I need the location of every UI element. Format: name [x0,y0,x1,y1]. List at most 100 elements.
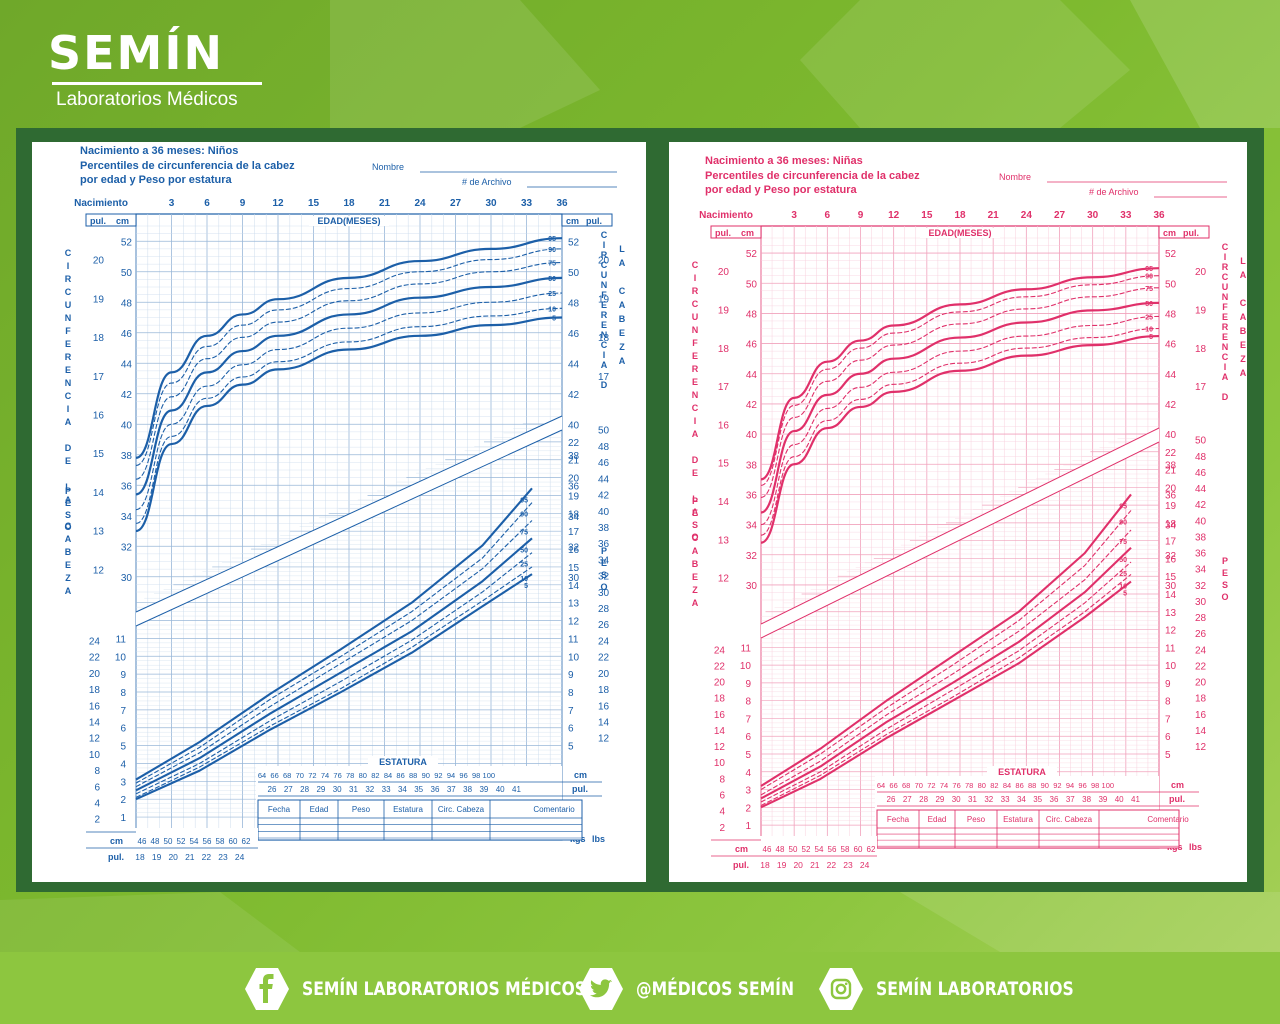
weight-lb-tick-left: 6 [719,791,725,802]
weight-lb-tick-right: 40 [1195,516,1207,527]
grid-split-line-lower [760,441,1160,639]
age-tick-label: 33 [1120,210,1132,221]
weight-percentile-curve-95 [135,487,533,781]
head-cm-tick-right: 38 [1165,460,1177,471]
weight-percentile-label: 75 [520,529,528,536]
lower-stature-in-tick: 22 [202,852,212,862]
weight-kg-tick-right: 19 [1165,501,1177,512]
weight-kg-tick-right: 6 [1165,732,1171,743]
head-left-vertical-title: F [65,326,71,336]
stature-cm-tick: 84 [384,771,392,780]
weight-percentile-curve-90 [760,510,1132,791]
stature-in-tick: 32 [365,785,374,794]
weight-lb-tick-right: 32 [1195,581,1207,592]
lower-stature-cm-tick: 46 [763,845,772,854]
head-in-tick-left: 17 [93,372,105,383]
lower-stature-cm-unit: cm [110,836,123,846]
chart-subtitle-line1: Percentiles de circunferencia de la cabe… [80,160,295,172]
instagram-link[interactable]: SEMÍN LABORATORIOS [818,966,1117,1012]
age-tick-label: 30 [485,198,497,209]
weight-percentile-curve-5 [760,580,1132,809]
lower-stature-cm-tick: 58 [216,837,225,846]
lower-stature-cm-tick: 60 [229,837,238,846]
age-tick-label: 21 [988,210,1000,221]
head-right-vertical-title: C [601,230,608,240]
boys-growth-chart: Nacimiento a 36 meses: Niños Percentiles … [64,145,626,864]
head-in-tick-left: 13 [93,527,105,538]
weight-lb-tick-right: 20 [1195,678,1207,689]
head-right-vertical-title: C [619,286,626,296]
twitter-link[interactable]: @MÉDICOS SEMÍN [578,966,829,1012]
lower-stature-in-tick: 20 [168,852,178,862]
weight-lb-tick-left: 12 [714,742,726,753]
head-left-vertical-title: A [692,546,699,556]
weight-lb-tick-left: 14 [89,717,101,728]
facebook-link[interactable]: SEMÍN LABORATORIOS MÉDICOS [244,966,648,1012]
record-table-header: Fecha [887,815,910,824]
weight-lb-unit-right: lbs [592,834,605,844]
weight-kg-tick-right: 10 [568,652,580,663]
weight-percentile-curve-75 [760,529,1132,796]
lower-stature-in-tick: 18 [135,852,145,862]
head-left-vertical-title: E [65,365,71,375]
head-left-vertical-title: R [692,364,699,374]
stature-cm-tick: 98 [1091,781,1099,790]
head-left-vertical-title: N [692,325,699,335]
stature-in-tick: 30 [333,785,342,794]
left-in-unit-label: pul. [715,228,731,238]
weight-lb-tick-left: 4 [719,807,725,818]
age-tick-label: 3 [791,210,797,221]
weight-lb-tick-right: 34 [598,555,610,566]
head-percentile-label: 10 [1145,327,1153,334]
twitter-label: @MÉDICOS SEMÍN [636,978,794,1000]
record-table-header: Fecha [268,805,291,814]
weight-percentile-label: 50 [1119,557,1127,564]
head-percentile-curve-90 [760,275,1160,486]
head-left-vertical-title: A [692,507,699,517]
weight-right-vertical-title: O [1221,592,1228,602]
head-in-tick-left: 13 [718,535,730,546]
head-cm-tick-left: 46 [746,340,758,351]
left-unit-box [710,225,762,239]
weight-kg-tick-left: 10 [740,661,752,672]
head-right-vertical-title: A [619,356,626,366]
head-left-vertical-title: Z [692,585,698,595]
stature-cm-tick: 82 [990,781,998,790]
head-right-vertical-title: N [1222,342,1229,352]
head-right-vertical-title: U [1222,282,1229,292]
weight-lb-tick-right: 42 [598,491,610,502]
weight-left-vertical-title: O [691,532,698,542]
stature-cm-unit: cm [1171,780,1184,790]
head-cm-tick-right: 34 [1165,521,1177,532]
weight-kg-tick-right: 15 [1165,572,1177,583]
head-right-vertical-title: A [601,360,608,370]
stature-cm-tick: 86 [396,771,404,780]
head-in-tick-left: 19 [93,294,105,305]
head-left-vertical-title: B [65,547,72,557]
record-table-header: Peso [967,815,986,824]
stature-in-tick: 41 [1131,795,1140,804]
head-percentile-label: 25 [548,291,556,298]
weight-left-vertical-title: S [65,510,71,520]
record-table-header: Estatura [393,805,423,814]
stature-cm-tick: 96 [1078,781,1086,790]
head-right-vertical-title: N [601,330,608,340]
stature-cm-tick: 86 [1015,781,1023,790]
lower-stature-cm-tick: 56 [203,837,212,846]
head-right-vertical-title: C [1222,242,1229,252]
lower-stature-in-tick: 19 [152,852,162,862]
age-tick-label: 21 [379,198,391,209]
stature-cm-tick: 64 [258,771,266,780]
weight-right-vertical-title: P [1222,556,1228,566]
weight-percentile-curve-10 [760,574,1132,807]
stature-in-tick: 37 [1066,795,1075,804]
weight-lb-tick-left: 4 [94,799,100,810]
weight-kg-tick-right: 10 [1165,661,1177,672]
weight-kg-tick-right: 20 [568,474,580,485]
weight-lb-tick-left: 18 [89,685,101,696]
weight-kg-tick-right: 12 [568,617,580,628]
stature-in-tick: 33 [382,785,391,794]
stature-cm-tick: 98 [472,771,480,780]
lower-stature-cm-tick: 52 [802,845,811,854]
instagram-label: SEMÍN LABORATORIOS [876,978,1074,1000]
